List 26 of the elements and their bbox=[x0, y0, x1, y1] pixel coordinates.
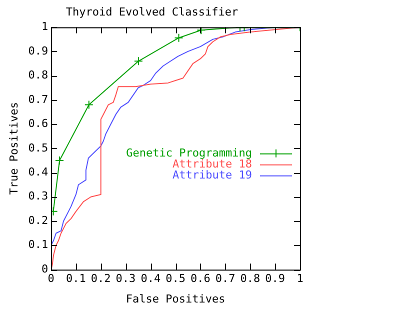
x-tick-label: 0.8 bbox=[240, 272, 260, 286]
x-tick-label: 1 bbox=[296, 272, 304, 286]
y-tick-label: 0.6 bbox=[28, 117, 48, 130]
x-tick-label: 0.1 bbox=[66, 272, 86, 286]
legend-label: Attribute 19 bbox=[172, 168, 252, 182]
y-tick-label: 0.2 bbox=[28, 214, 48, 227]
x-tick-label: 0.6 bbox=[190, 272, 210, 286]
y-tick-label: 0.1 bbox=[28, 238, 48, 252]
legend-label: Genetic Programming bbox=[126, 146, 252, 160]
chart-title: Thyroid Evolved Classifier bbox=[66, 5, 238, 18]
x-tick-label: 0.7 bbox=[215, 272, 236, 286]
y-tick-label: 0.8 bbox=[28, 68, 48, 82]
y-tick-label: 0.7 bbox=[28, 92, 48, 106]
x-axis-title: False Positives bbox=[126, 292, 226, 306]
x-tick-label: 0.5 bbox=[166, 272, 186, 286]
y-tick-label: 0 bbox=[41, 262, 48, 276]
y-tick-label: 1 bbox=[41, 20, 48, 34]
x-tick-label: 0.2 bbox=[90, 272, 111, 286]
x-tick-label: 0.4 bbox=[140, 272, 161, 286]
y-axis-title: True Positives bbox=[7, 102, 20, 195]
y-tick-label: 0.9 bbox=[28, 44, 48, 58]
x-tick-label: 0.9 bbox=[265, 272, 286, 286]
y-tick-label: 0.4 bbox=[28, 166, 48, 178]
y-tick-label: 0.5 bbox=[28, 141, 48, 154]
y-tick-label: 0.3 bbox=[28, 190, 48, 203]
x-tick-label: 0.3 bbox=[116, 272, 136, 286]
